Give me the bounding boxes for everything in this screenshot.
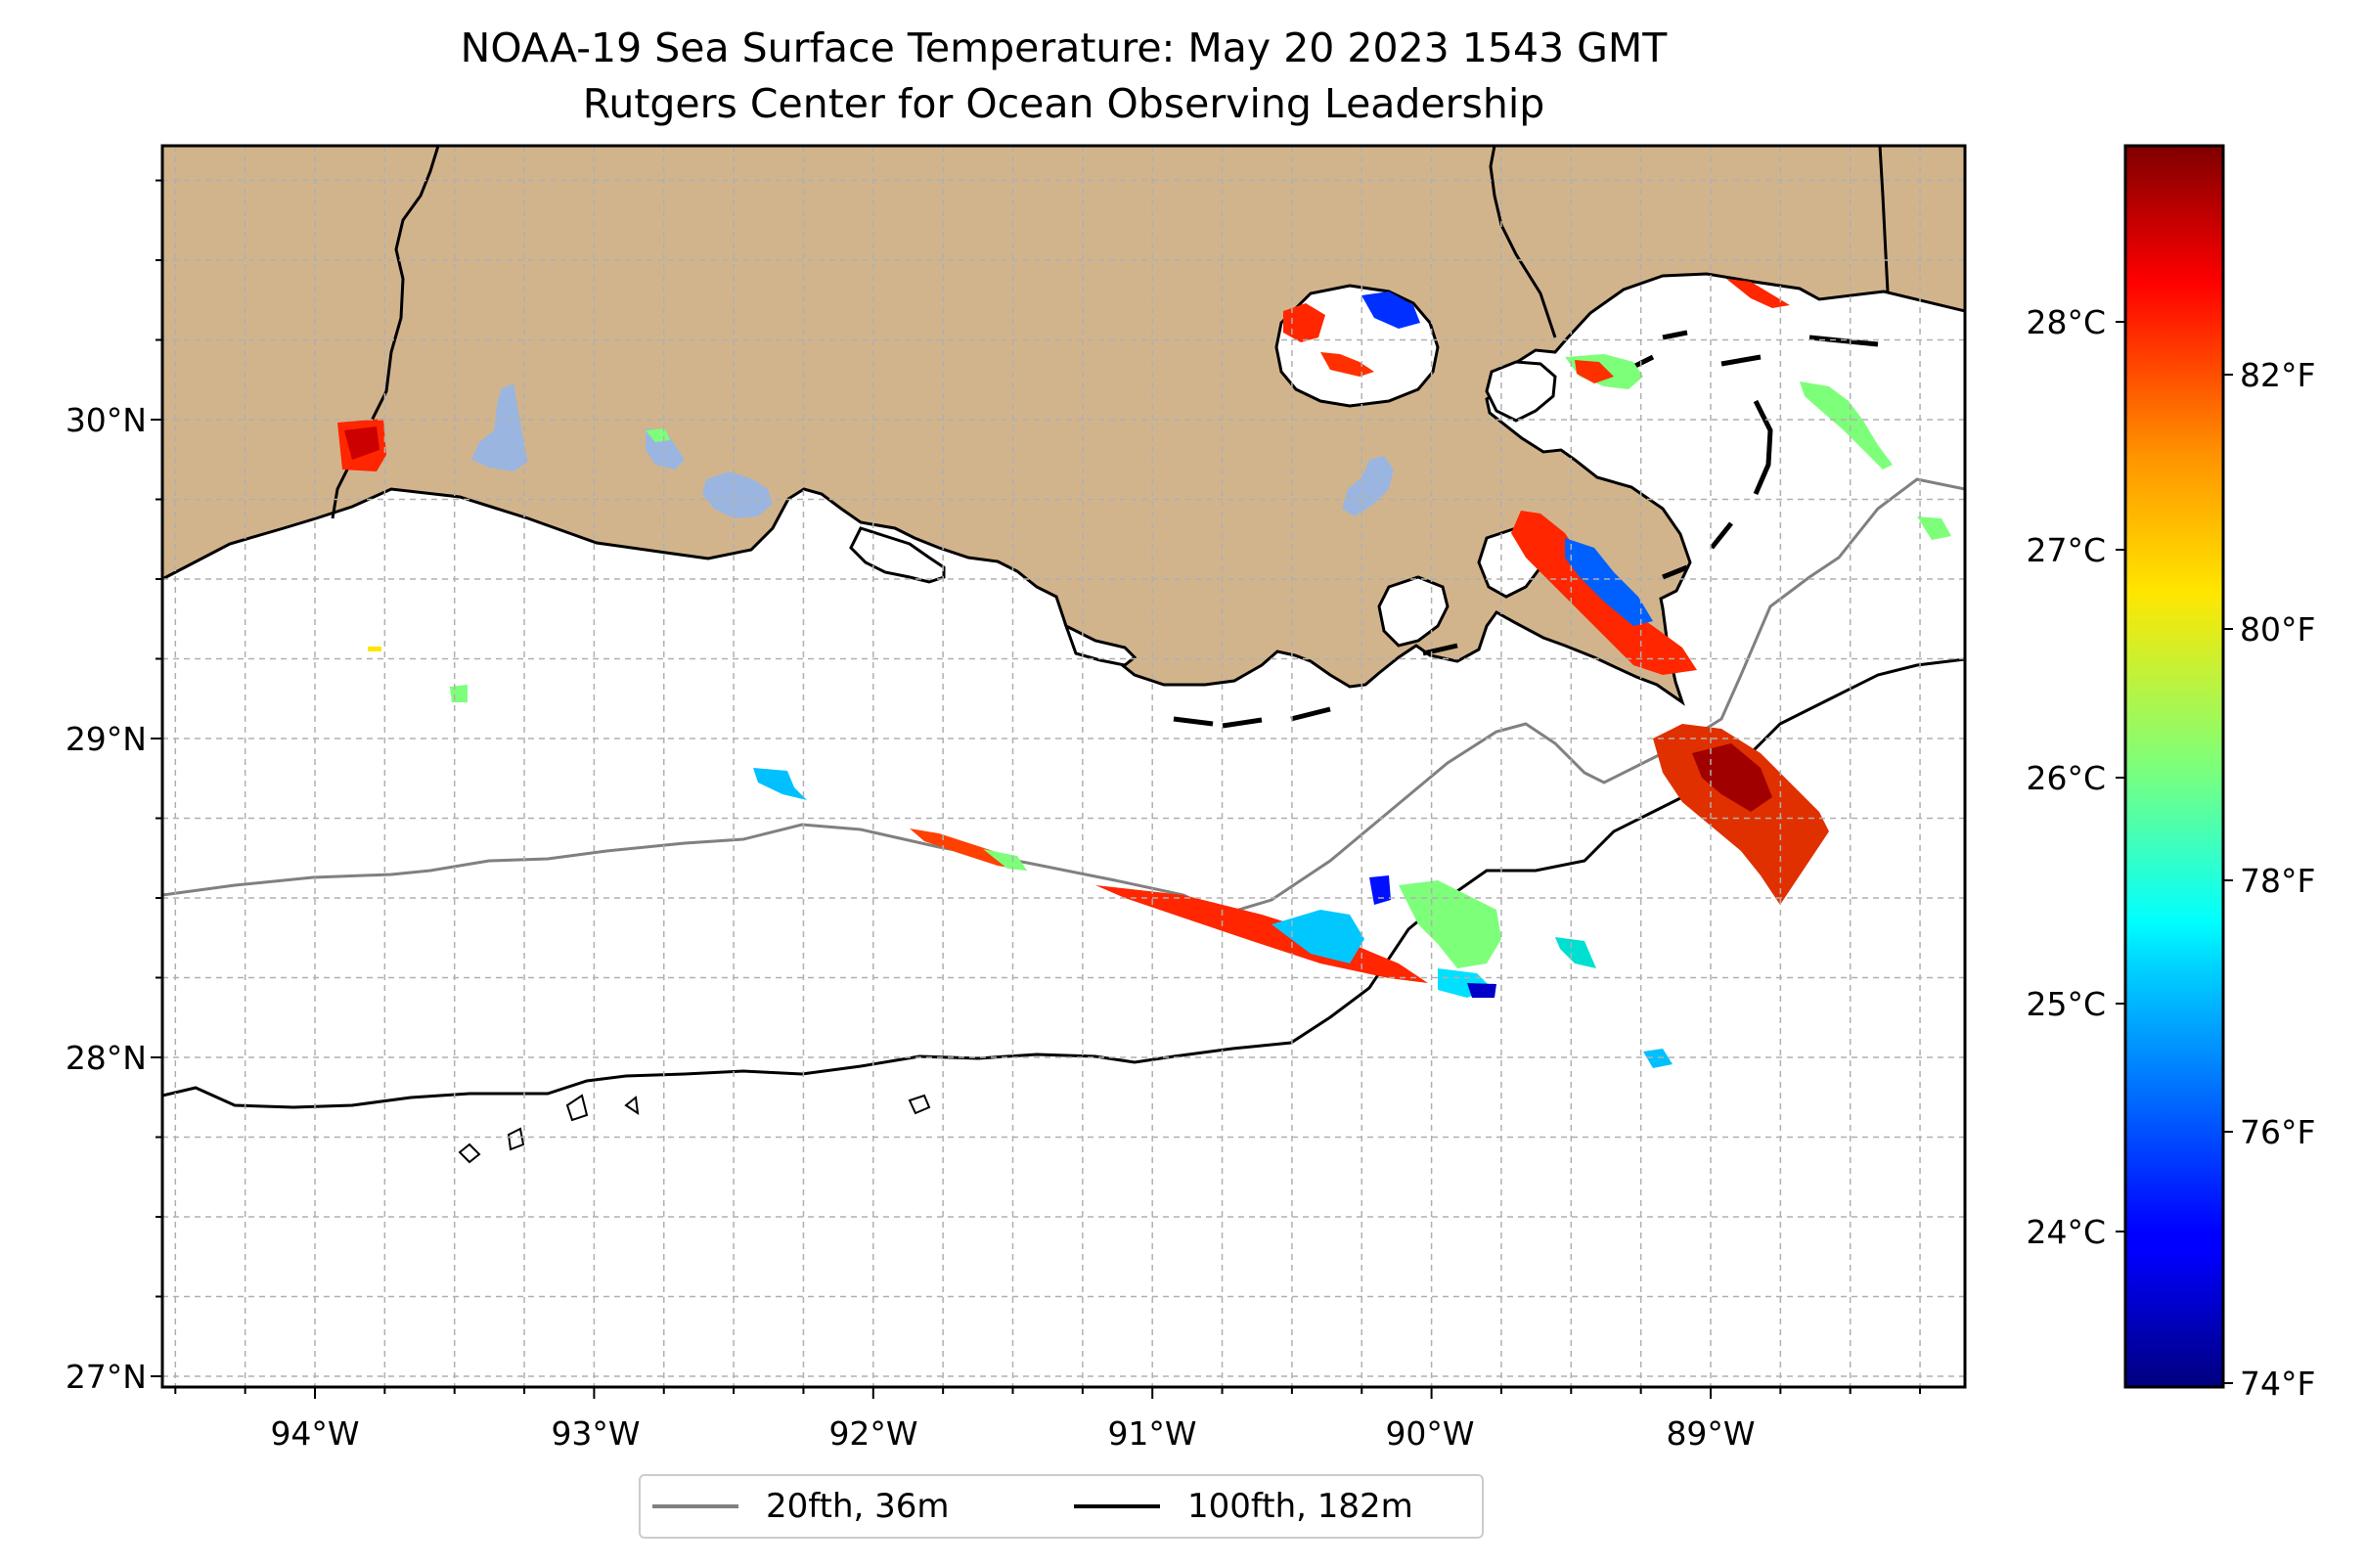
vermilion-bay [849,526,946,584]
lon-label-91: 91°W [1107,1414,1196,1453]
legend-swatch-20fth [652,1504,738,1508]
chart-subtitle: Rutgers Center for Ocean Observing Leade… [582,80,1545,127]
legend-swatch-100fth [1074,1504,1160,1508]
legend-label-100fth: 100fth, 182m [1187,1487,1413,1526]
colorbar-ticks [2116,321,2233,1384]
cbar-c-label-26: 26°C [2026,759,2106,797]
lake-pontchartrain [1274,284,1440,408]
isobath-20fth [162,477,1965,917]
cbar-f-label-78: 78°F [2240,862,2315,900]
lon-label-92: 92°W [828,1414,917,1453]
legend: 20fth, 36m 100fth, 182m [639,1474,1484,1539]
lat-label-27: 27°N [66,1358,147,1396]
legend-item-20fth: 20fth, 36m [652,1476,950,1537]
lon-label-94: 94°W [270,1414,359,1453]
cbar-c-label-27: 27°C [2026,531,2106,569]
isobath-islands [458,1094,931,1164]
cbar-c-label-25: 25°C [2026,985,2106,1023]
barrier-islands [1173,330,1879,729]
terrebonne-bay [1377,575,1450,648]
lat-label-29: 29°N [66,720,147,758]
map-frame [160,144,1967,1389]
state-border-east [1878,146,1890,292]
chandeleur-islands [1662,399,1773,580]
cbar-f-label-82: 82°F [2240,356,2315,394]
cbar-c-label-28: 28°C [2026,303,2106,341]
cbar-f-label-80: 80°F [2240,610,2315,649]
lon-label-89: 89°W [1666,1414,1755,1453]
calcasieu-lake [471,383,528,471]
gridlines [162,146,1965,1387]
legend-item-100fth: 100fth, 182m [1074,1476,1413,1537]
lon-label-93: 93°W [551,1414,640,1453]
lake-salvador [1342,456,1394,516]
lat-label-28: 28°N [66,1039,147,1077]
chart-title: NOAA-19 Sea Surface Temperature: May 20 … [460,24,1668,71]
sst-patches [337,279,1951,1068]
lon-label-90: 90°W [1385,1414,1474,1453]
colorbar [2123,144,2225,1389]
lat-label-30: 30°N [66,401,147,439]
lake-borgne [1485,360,1557,423]
cbar-c-label-24: 24°C [2026,1213,2106,1251]
legend-label-20fth: 20fth, 36m [766,1487,950,1526]
cbar-f-label-76: 76°F [2240,1113,2315,1151]
white-lake [702,471,773,518]
axis-ticks [151,179,1922,1399]
cbar-f-label-74: 74°F [2240,1365,2315,1403]
